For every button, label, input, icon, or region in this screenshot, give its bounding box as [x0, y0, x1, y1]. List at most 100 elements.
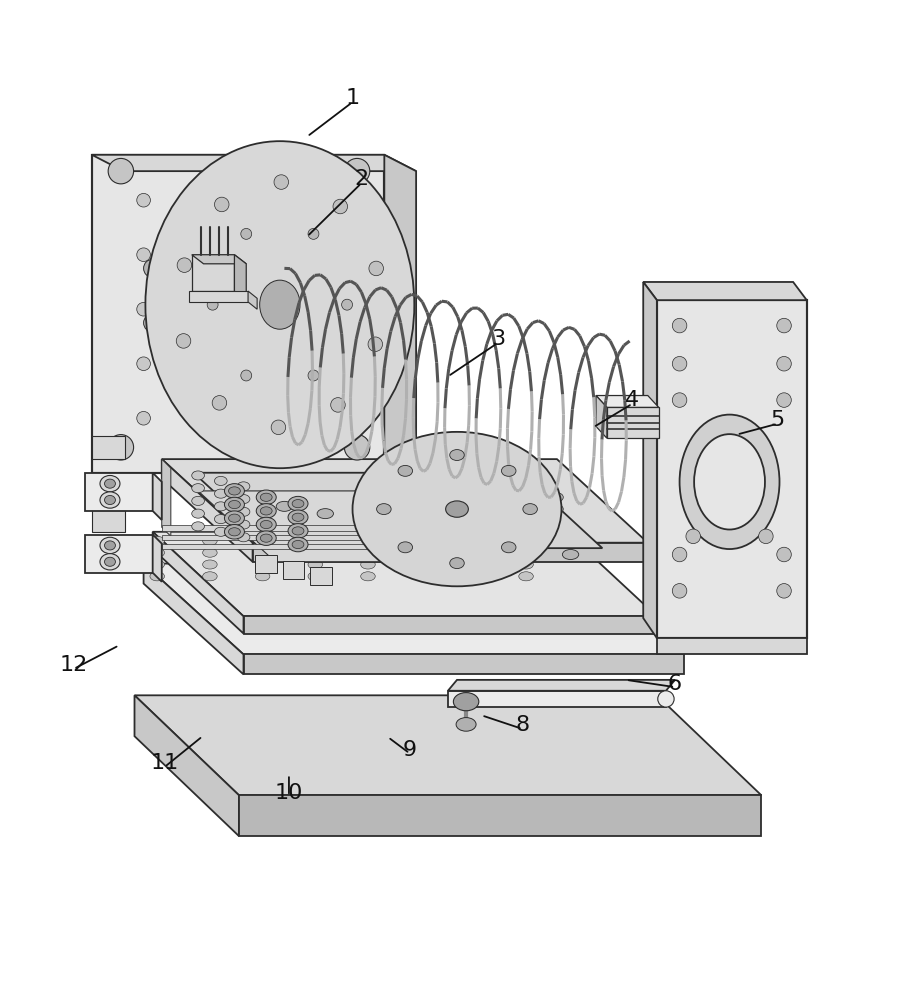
Ellipse shape [673, 584, 686, 598]
Ellipse shape [465, 499, 482, 510]
Polygon shape [84, 473, 153, 511]
Ellipse shape [481, 523, 497, 535]
Ellipse shape [100, 554, 120, 570]
Ellipse shape [143, 259, 162, 277]
Ellipse shape [215, 515, 228, 524]
Polygon shape [162, 535, 516, 540]
Ellipse shape [413, 560, 428, 569]
Ellipse shape [255, 560, 270, 569]
Ellipse shape [274, 175, 289, 189]
Polygon shape [448, 680, 675, 691]
Ellipse shape [314, 357, 327, 371]
Ellipse shape [361, 560, 376, 569]
Ellipse shape [255, 572, 270, 581]
Ellipse shape [255, 302, 269, 316]
Text: 8: 8 [515, 715, 529, 735]
Polygon shape [143, 564, 684, 654]
Ellipse shape [427, 508, 436, 514]
Ellipse shape [449, 530, 465, 542]
Ellipse shape [192, 484, 205, 493]
Ellipse shape [519, 572, 533, 581]
Ellipse shape [777, 356, 792, 371]
Ellipse shape [673, 318, 686, 333]
Ellipse shape [427, 495, 436, 501]
Ellipse shape [255, 536, 270, 545]
Ellipse shape [203, 548, 218, 557]
Ellipse shape [212, 396, 227, 410]
Ellipse shape [256, 517, 276, 532]
Text: 5: 5 [771, 410, 785, 430]
Ellipse shape [237, 533, 250, 542]
Polygon shape [153, 532, 657, 616]
Ellipse shape [417, 510, 433, 522]
Ellipse shape [377, 504, 391, 515]
Ellipse shape [228, 514, 240, 522]
Ellipse shape [777, 318, 792, 333]
Ellipse shape [256, 504, 276, 518]
Ellipse shape [255, 357, 269, 371]
Ellipse shape [237, 507, 250, 516]
Polygon shape [91, 509, 125, 532]
Ellipse shape [237, 482, 250, 491]
Polygon shape [310, 567, 332, 585]
Polygon shape [91, 436, 125, 459]
Ellipse shape [150, 548, 165, 557]
Ellipse shape [466, 536, 481, 545]
Ellipse shape [255, 411, 269, 425]
Ellipse shape [203, 536, 218, 545]
Ellipse shape [759, 529, 773, 544]
Polygon shape [448, 691, 666, 707]
Ellipse shape [361, 572, 376, 581]
Ellipse shape [333, 199, 347, 214]
Ellipse shape [137, 302, 151, 316]
Polygon shape [84, 535, 153, 573]
Polygon shape [134, 695, 761, 795]
Ellipse shape [777, 393, 792, 407]
Ellipse shape [104, 479, 115, 488]
Text: 2: 2 [355, 169, 368, 189]
Ellipse shape [444, 509, 461, 520]
Ellipse shape [288, 510, 308, 525]
Ellipse shape [150, 560, 165, 569]
Ellipse shape [528, 488, 540, 497]
Ellipse shape [519, 548, 533, 557]
Ellipse shape [345, 435, 370, 460]
Ellipse shape [137, 193, 151, 207]
Ellipse shape [448, 511, 457, 518]
Ellipse shape [108, 435, 133, 460]
Polygon shape [91, 473, 125, 496]
Text: 9: 9 [403, 740, 417, 760]
Ellipse shape [225, 497, 244, 512]
Polygon shape [282, 561, 304, 579]
Polygon shape [643, 282, 657, 638]
Polygon shape [91, 545, 125, 568]
Ellipse shape [387, 475, 399, 484]
Ellipse shape [215, 476, 228, 485]
Ellipse shape [196, 411, 209, 425]
Polygon shape [189, 291, 248, 302]
Ellipse shape [145, 141, 414, 468]
Ellipse shape [225, 484, 244, 498]
Ellipse shape [450, 558, 464, 569]
Ellipse shape [331, 398, 345, 412]
Ellipse shape [481, 537, 497, 547]
Ellipse shape [314, 302, 327, 316]
Ellipse shape [308, 536, 323, 545]
Ellipse shape [369, 261, 384, 276]
Ellipse shape [176, 334, 191, 348]
Ellipse shape [196, 302, 209, 316]
Ellipse shape [432, 484, 445, 493]
Ellipse shape [260, 280, 300, 329]
Ellipse shape [260, 520, 272, 529]
Ellipse shape [399, 522, 415, 532]
Ellipse shape [465, 511, 482, 523]
Text: 11: 11 [151, 753, 178, 773]
Polygon shape [239, 795, 761, 836]
Ellipse shape [143, 314, 162, 332]
Ellipse shape [104, 557, 115, 566]
Ellipse shape [398, 465, 412, 476]
Ellipse shape [196, 248, 209, 262]
Polygon shape [153, 532, 243, 634]
Ellipse shape [100, 492, 120, 508]
Polygon shape [192, 255, 234, 291]
